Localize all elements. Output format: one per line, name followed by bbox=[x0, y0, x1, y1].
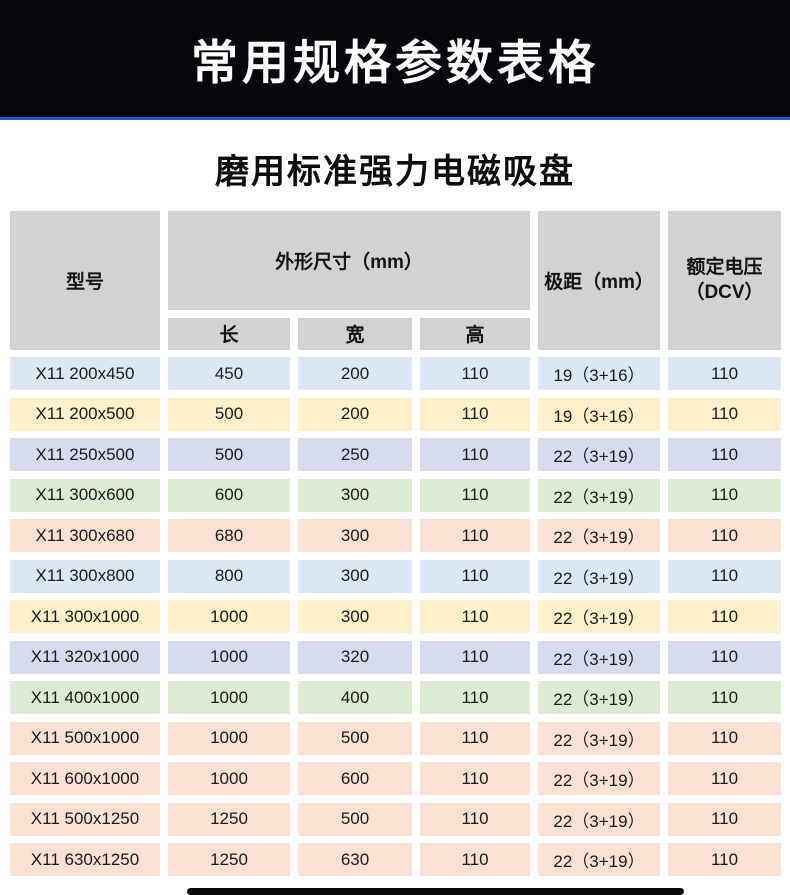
cell-length-row-13: 1250 bbox=[168, 843, 290, 876]
cell-width-row-3: 250 bbox=[298, 438, 412, 471]
cell-length-row-9: 1000 bbox=[168, 681, 290, 714]
cell-height-row-8: 110 bbox=[420, 640, 530, 674]
cell-voltage-row-4: 110 bbox=[668, 478, 781, 512]
cell-width-row-11: 600 bbox=[298, 762, 412, 795]
cell-length-row-6: 800 bbox=[168, 559, 290, 593]
banner-title: 常用规格参数表格 bbox=[191, 36, 599, 89]
cell-model-row-1: X11 200x450 bbox=[10, 357, 160, 390]
cell-width-row-5: 300 bbox=[298, 519, 412, 552]
cell-voltage-row-13: 110 bbox=[668, 843, 781, 876]
cell-width-row-4: 300 bbox=[298, 478, 412, 512]
cell-pole_pitch-row-1: 19（3+16） bbox=[538, 357, 660, 390]
cell-voltage-row-10: 110 bbox=[668, 721, 781, 755]
cell-voltage-row-12: 110 bbox=[668, 802, 781, 836]
cell-pole_pitch-row-2: 19（3+16） bbox=[538, 397, 660, 431]
cell-model-row-5: X11 300x680 bbox=[10, 519, 160, 552]
cell-width-row-12: 500 bbox=[298, 802, 412, 836]
cell-length-row-5: 680 bbox=[168, 519, 290, 552]
cell-height-row-10: 110 bbox=[420, 721, 530, 755]
cell-voltage-row-6: 110 bbox=[668, 559, 781, 593]
cell-length-row-4: 600 bbox=[168, 478, 290, 512]
header-dimensions: 外形尺寸（mm） bbox=[168, 211, 530, 310]
cell-pole_pitch-row-6: 22（3+19） bbox=[538, 559, 660, 593]
top-banner: 常用规格参数表格 bbox=[0, 0, 790, 120]
cell-width-row-6: 300 bbox=[298, 559, 412, 593]
cell-voltage-row-1: 110 bbox=[668, 357, 781, 390]
cell-model-row-10: X11 500x1000 bbox=[10, 721, 160, 755]
cell-width-row-1: 200 bbox=[298, 357, 412, 390]
cell-pole_pitch-row-4: 22（3+19） bbox=[538, 478, 660, 512]
cell-model-row-8: X11 320x1000 bbox=[10, 640, 160, 674]
cell-height-row-9: 110 bbox=[420, 681, 530, 714]
bottom-divider-bar bbox=[187, 888, 684, 895]
cell-model-row-12: X11 500x1250 bbox=[10, 802, 160, 836]
cell-height-row-4: 110 bbox=[420, 478, 530, 512]
cell-voltage-row-5: 110 bbox=[668, 519, 781, 552]
header-height: 高 bbox=[420, 317, 530, 350]
cell-length-row-8: 1000 bbox=[168, 640, 290, 674]
cell-pole_pitch-row-9: 22（3+19） bbox=[538, 681, 660, 714]
cell-width-row-8: 320 bbox=[298, 640, 412, 674]
cell-model-row-6: X11 300x800 bbox=[10, 559, 160, 593]
cell-width-row-9: 400 bbox=[298, 681, 412, 714]
cell-pole_pitch-row-7: 22（3+19） bbox=[538, 600, 660, 633]
cell-width-row-10: 500 bbox=[298, 721, 412, 755]
cell-height-row-7: 110 bbox=[420, 600, 530, 633]
cell-length-row-11: 1000 bbox=[168, 762, 290, 795]
cell-voltage-row-2: 110 bbox=[668, 397, 781, 431]
cell-model-row-13: X11 630x1250 bbox=[10, 843, 160, 876]
cell-length-row-12: 1250 bbox=[168, 802, 290, 836]
cell-pole_pitch-row-11: 22（3+19） bbox=[538, 762, 660, 795]
page-title: 磨用标准强力电磁吸盘 bbox=[215, 152, 575, 191]
cell-pole_pitch-row-13: 22（3+19） bbox=[538, 843, 660, 876]
cell-length-row-1: 450 bbox=[168, 357, 290, 390]
cell-height-row-13: 110 bbox=[420, 843, 530, 876]
cell-width-row-2: 200 bbox=[298, 397, 412, 431]
cell-pole_pitch-row-5: 22（3+19） bbox=[538, 519, 660, 552]
spec-table: 型号 外形尺寸（mm） 长 宽 高 极距（mm） 额定电压 （DCV） X11 … bbox=[10, 211, 781, 876]
header-width: 宽 bbox=[298, 317, 412, 350]
header-voltage-line2: （DCV） bbox=[685, 282, 764, 304]
cell-voltage-row-7: 110 bbox=[668, 600, 781, 633]
header-model: 型号 bbox=[10, 211, 160, 350]
cell-height-row-6: 110 bbox=[420, 559, 530, 593]
cell-length-row-2: 500 bbox=[168, 397, 290, 431]
cell-pole_pitch-row-12: 22（3+19） bbox=[538, 802, 660, 836]
cell-width-row-7: 300 bbox=[298, 600, 412, 633]
cell-height-row-3: 110 bbox=[420, 438, 530, 471]
cell-height-row-12: 110 bbox=[420, 802, 530, 836]
cell-pole_pitch-row-8: 22（3+19） bbox=[538, 640, 660, 674]
cell-voltage-row-9: 110 bbox=[668, 681, 781, 714]
cell-model-row-2: X11 200x500 bbox=[10, 397, 160, 431]
header-pole-pitch: 极距（mm） bbox=[538, 211, 660, 350]
cell-height-row-1: 110 bbox=[420, 357, 530, 390]
cell-length-row-3: 500 bbox=[168, 438, 290, 471]
header-voltage: 额定电压 （DCV） bbox=[668, 211, 781, 350]
cell-voltage-row-8: 110 bbox=[668, 640, 781, 674]
cell-length-row-7: 1000 bbox=[168, 600, 290, 633]
cell-length-row-10: 1000 bbox=[168, 721, 290, 755]
cell-pole_pitch-row-3: 22（3+19） bbox=[538, 438, 660, 471]
cell-height-row-2: 110 bbox=[420, 397, 530, 431]
cell-model-row-9: X11 400x1000 bbox=[10, 681, 160, 714]
cell-model-row-7: X11 300x1000 bbox=[10, 600, 160, 633]
cell-voltage-row-3: 110 bbox=[668, 438, 781, 471]
cell-voltage-row-11: 110 bbox=[668, 762, 781, 795]
cell-model-row-11: X11 600x1000 bbox=[10, 762, 160, 795]
cell-width-row-13: 630 bbox=[298, 843, 412, 876]
header-voltage-line1: 额定电压 bbox=[686, 256, 763, 278]
cell-height-row-11: 110 bbox=[420, 762, 530, 795]
header-length: 长 bbox=[168, 317, 290, 350]
cell-pole_pitch-row-10: 22（3+19） bbox=[538, 721, 660, 755]
cell-model-row-4: X11 300x600 bbox=[10, 478, 160, 512]
cell-height-row-5: 110 bbox=[420, 519, 530, 552]
cell-model-row-3: X11 250x500 bbox=[10, 438, 160, 471]
